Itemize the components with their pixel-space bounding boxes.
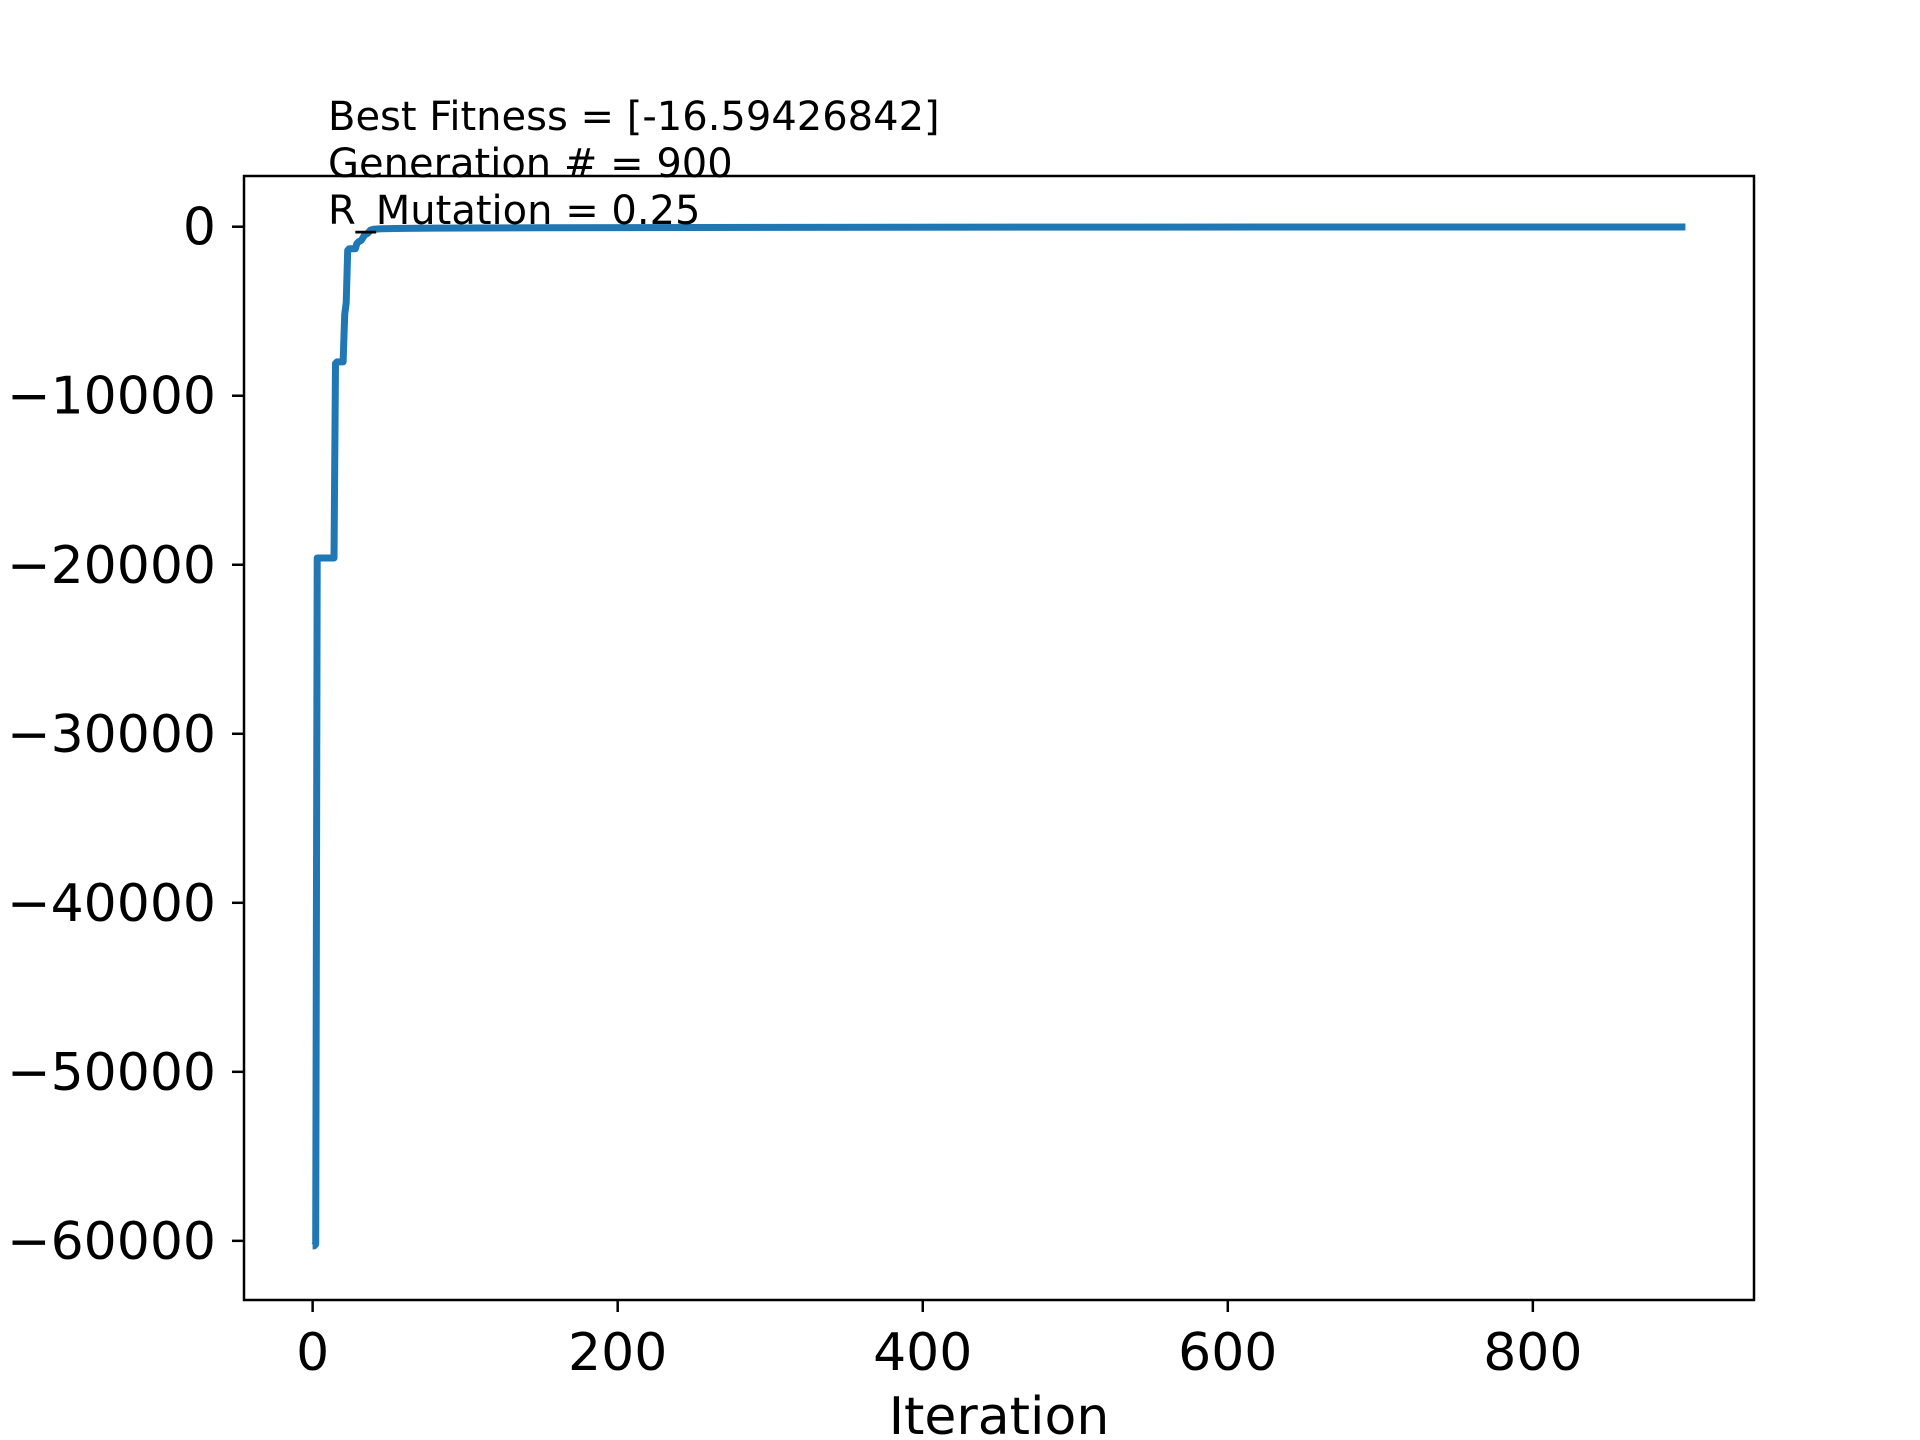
y-tick-label: 0 — [183, 198, 216, 258]
x-tick-label: 200 — [568, 1323, 667, 1383]
x-tick-label: 600 — [1178, 1323, 1277, 1383]
y-axis: 0 −10000 −20000 −30000 −40000 −50000 −60000 — [7, 198, 244, 1272]
series-line-0 — [310, 223, 1686, 1250]
annotation-mutation-rate: R_Mutation = 0.25 — [328, 188, 700, 234]
y-tick-label: −30000 — [7, 705, 216, 765]
x-axis: 0 200 400 600 800 — [296, 1300, 1582, 1383]
x-axis-label: Iteration — [889, 1387, 1110, 1440]
y-tick-label: −40000 — [7, 874, 216, 934]
x-tick-label: 400 — [873, 1323, 972, 1383]
x-tick-label: 0 — [296, 1323, 329, 1383]
plot-frame — [242, 174, 1756, 1302]
y-tick-label: −60000 — [7, 1212, 216, 1272]
series-layer — [310, 223, 1686, 1250]
annotation-generation: Generation # = 900 — [328, 141, 733, 187]
x-tick-label: 800 — [1483, 1323, 1582, 1383]
y-tick-label: −20000 — [7, 536, 216, 596]
y-tick-label: −50000 — [7, 1043, 216, 1103]
annotation-best-fitness: Best Fitness = [-16.59426842] — [328, 94, 940, 140]
y-tick-label: −10000 — [7, 367, 216, 427]
